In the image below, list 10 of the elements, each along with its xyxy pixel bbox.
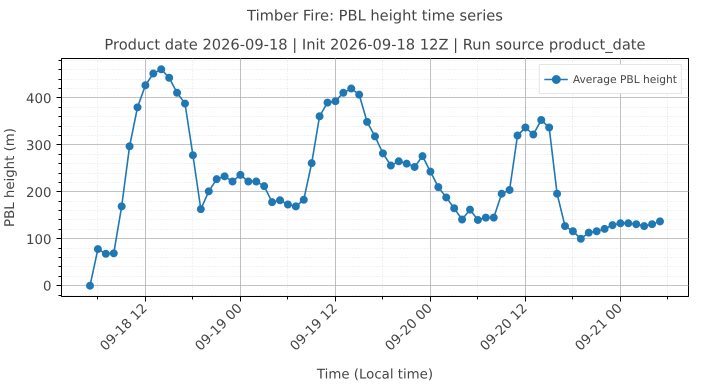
chart-title: Timber Fire: PBL height time series [246, 8, 503, 24]
y-tick-label: 0 [43, 280, 52, 295]
x-axis-title: Time (Local time) [316, 367, 434, 382]
y-tick-label: 400 [26, 92, 52, 107]
y-tick-label: 300 [26, 138, 52, 154]
y-axis-title: PBL height (m) [3, 128, 18, 227]
chart-subtitle: Product date 2026-09-18 | Init 2026-09-18 12Z | Run source product_date [104, 36, 646, 54]
y-tick-label: 200 [26, 186, 52, 201]
y-tick-label: 100 [26, 232, 52, 248]
legend-label: Average PBL height [572, 72, 677, 86]
